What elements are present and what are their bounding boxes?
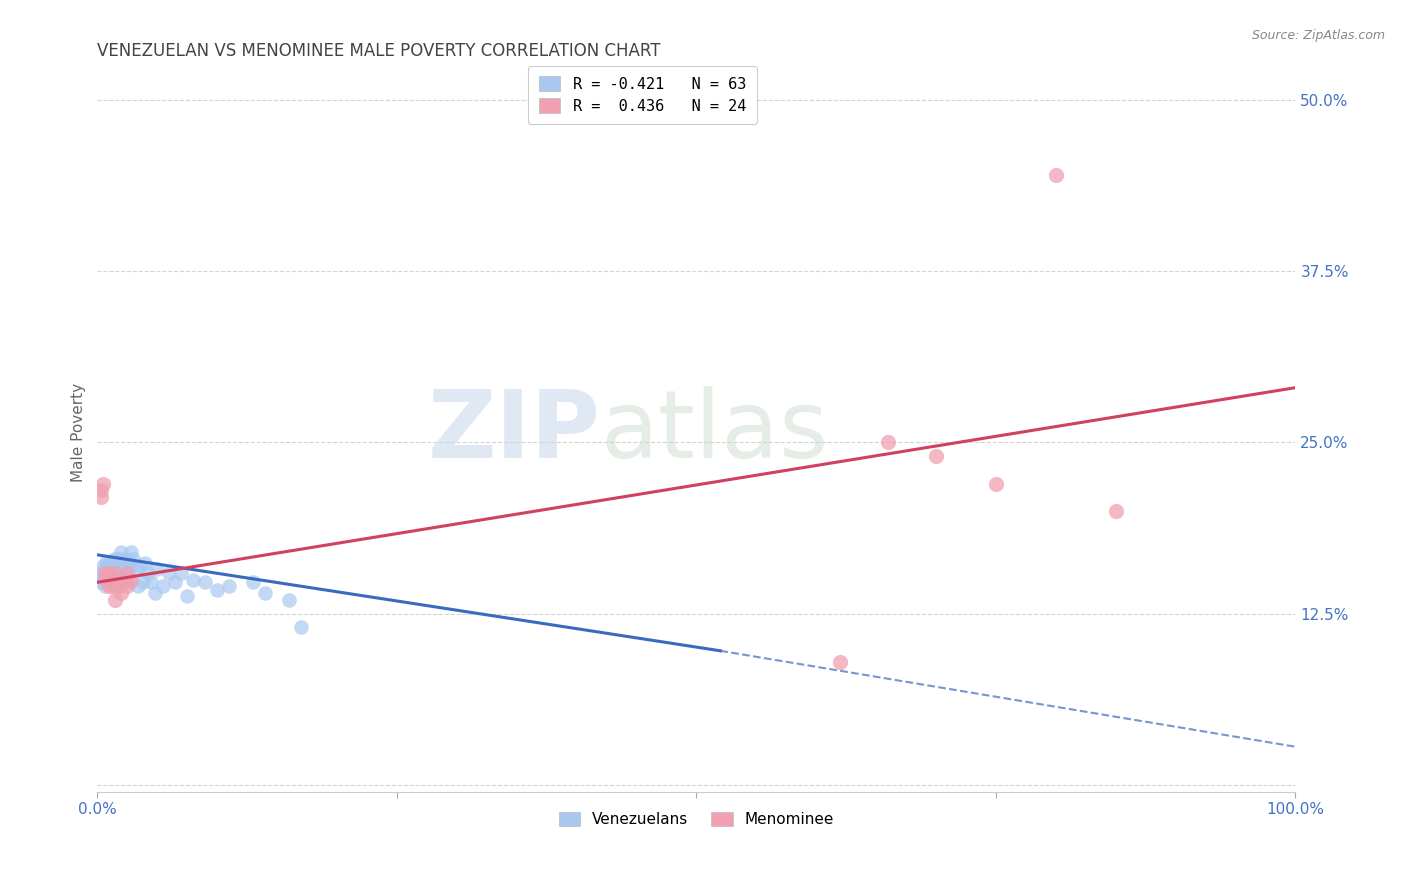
Point (96, 573, 118, 587)
Point (110, 586, 132, 600)
Point (120, 573, 142, 587)
Point (108, 566, 131, 580)
Point (125, 561, 148, 575)
Point (1045, 168, 1067, 182)
Point (98, 579, 121, 593)
Point (97, 566, 120, 580)
Point (218, 579, 240, 593)
Point (98, 566, 121, 580)
Point (104, 558, 127, 573)
Point (101, 558, 124, 573)
Point (107, 566, 129, 580)
Point (94, 555, 117, 569)
Point (108, 579, 131, 593)
Point (136, 566, 159, 580)
Point (114, 561, 136, 575)
Point (100, 573, 122, 587)
Point (830, 655, 852, 669)
Text: ZIP: ZIP (427, 386, 600, 478)
Point (118, 575, 141, 590)
Point (181, 573, 204, 587)
Point (114, 573, 136, 587)
Point (110, 573, 132, 587)
Point (90, 566, 112, 580)
Point (115, 552, 138, 566)
Y-axis label: Male Poverty: Male Poverty (72, 383, 86, 482)
Text: Source: ZipAtlas.com: Source: ZipAtlas.com (1251, 29, 1385, 42)
Point (100, 556, 122, 570)
Point (877, 435, 900, 450)
Point (94, 573, 117, 587)
Point (105, 552, 128, 566)
Point (242, 575, 264, 590)
Point (112, 575, 135, 590)
Point (129, 558, 152, 573)
Point (100, 575, 122, 590)
Point (132, 575, 155, 590)
Point (97, 576, 120, 591)
Point (120, 545, 142, 559)
Point (152, 579, 174, 593)
Point (117, 558, 139, 573)
Point (108, 556, 131, 570)
Legend: Venezuelans, Menominee: Venezuelans, Menominee (551, 804, 842, 835)
Point (925, 449, 948, 463)
Point (101, 579, 124, 593)
Point (108, 552, 131, 566)
Point (93, 579, 115, 593)
Point (117, 570, 139, 584)
Point (107, 579, 129, 593)
Text: atlas: atlas (600, 386, 828, 478)
Point (117, 579, 139, 593)
Point (143, 586, 166, 600)
Point (100, 573, 122, 587)
Point (111, 556, 134, 570)
Point (146, 561, 169, 575)
Point (93, 558, 115, 573)
Point (110, 545, 132, 559)
Point (90, 491, 112, 505)
Point (90, 575, 112, 590)
Point (205, 583, 228, 598)
Point (278, 593, 301, 607)
Point (176, 589, 198, 603)
Point (98, 556, 121, 570)
Point (1105, 504, 1128, 518)
Point (104, 575, 127, 590)
Point (194, 575, 217, 590)
Point (104, 593, 127, 607)
Point (134, 556, 156, 570)
Point (93, 476, 115, 491)
Point (254, 586, 277, 600)
Point (165, 575, 187, 590)
Point (104, 566, 127, 580)
Point (103, 570, 125, 584)
Point (105, 561, 128, 575)
Point (91, 570, 114, 584)
Point (96, 566, 118, 580)
Point (170, 566, 193, 580)
Point (110, 561, 132, 575)
Point (100, 561, 122, 575)
Point (103, 552, 125, 566)
Point (108, 573, 131, 587)
Point (157, 566, 180, 580)
Point (94, 561, 117, 575)
Point (93, 566, 115, 580)
Point (984, 476, 1007, 491)
Point (90, 483, 112, 498)
Point (141, 575, 163, 590)
Text: VENEZUELAN VS MENOMINEE MALE POVERTY CORRELATION CHART: VENEZUELAN VS MENOMINEE MALE POVERTY COR… (97, 42, 661, 60)
Point (127, 579, 149, 593)
Point (101, 566, 124, 580)
Point (290, 620, 312, 634)
Point (122, 552, 145, 566)
Point (117, 566, 139, 580)
